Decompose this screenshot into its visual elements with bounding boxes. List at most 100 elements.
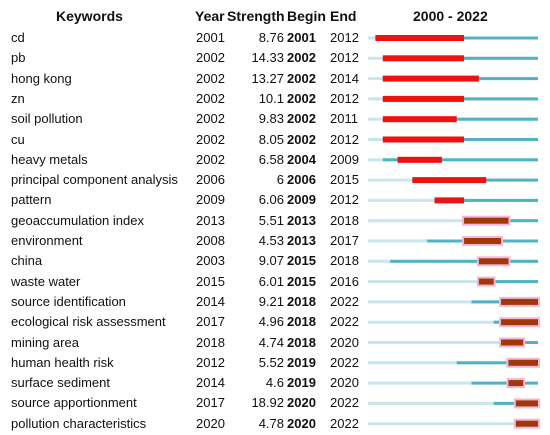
table-row: cd 2001 8.76 2001 2012	[0, 28, 550, 48]
table-row: hong kong 2002 13.27 2002 2014	[0, 69, 550, 89]
timeline-inactive-segment	[368, 401, 538, 405]
table-row: waste water 2015 6.01 2015 2016	[0, 272, 550, 292]
timeline-inactive-segment	[368, 320, 538, 324]
begin-cell: 2018	[287, 293, 316, 309]
begin-cell: 2004	[287, 151, 316, 167]
begin-cell: 2020	[287, 415, 316, 431]
keyword-cell: environment	[11, 233, 83, 248]
strength-cell: 8.76	[258, 30, 284, 45]
begin-cell: 2019	[287, 354, 316, 370]
end-cell: 2015	[330, 172, 359, 188]
strength-cell: 5.51	[258, 212, 284, 228]
timeline-inactive-segment	[368, 341, 538, 344]
burst-bar	[375, 35, 465, 41]
end-cell: 2018	[330, 253, 359, 269]
burst-bar	[382, 136, 465, 143]
burst-bar	[434, 197, 465, 204]
begin-cell: 2002	[287, 90, 316, 106]
keyword-cell: source apportionment	[11, 395, 137, 411]
burst-bar	[412, 177, 487, 184]
strength-cell: 6	[276, 172, 284, 188]
year-cell: 2014	[196, 293, 225, 309]
end-cell: 2012	[330, 192, 359, 208]
table-row: pollution characteristics 2020 4.78 2020 202…	[0, 414, 550, 434]
keyword-cell: soil pollution	[11, 111, 83, 127]
keyword-cell: source identification	[11, 293, 126, 309]
burst-bar	[501, 298, 538, 305]
strength-cell: 13.27	[251, 70, 284, 86]
begin-cell: 2013	[287, 233, 316, 248]
end-cell: 2009	[330, 151, 359, 167]
timeline-active-segment	[390, 259, 538, 263]
year-cell: 2002	[196, 111, 225, 127]
year-cell: 2008	[196, 233, 225, 248]
keyword-cell: human health risk	[11, 354, 114, 370]
strength-cell: 6.58	[258, 151, 284, 167]
year-cell: 2015	[196, 273, 225, 289]
keyword-cell: ecological risk assessment	[11, 314, 166, 330]
end-cell: 2012	[330, 90, 359, 106]
begin-cell: 2018	[287, 314, 316, 330]
begin-cell: 2015	[287, 273, 316, 289]
year-cell: 2018	[196, 334, 225, 350]
timeline-active-segment	[471, 381, 538, 385]
header-timeline: 2000 - 2022	[413, 8, 488, 24]
year-cell: 2002	[196, 90, 225, 106]
keyword-cell: hong kong	[11, 70, 72, 86]
begin-cell: 2009	[287, 192, 316, 208]
year-cell: 2006	[196, 172, 225, 188]
end-cell: 2012	[330, 131, 359, 147]
header-begin: Begin	[287, 8, 326, 24]
begin-cell: 2015	[287, 253, 316, 269]
keyword-cell: geoaccumulation index	[11, 212, 144, 228]
timeline-active-segment	[382, 117, 538, 121]
header-keywords: Keywords	[56, 8, 123, 24]
year-cell: 2014	[196, 375, 225, 391]
table-row: pb 2002 14.33 2002 2012	[0, 48, 550, 68]
header-strength: Strength	[227, 8, 285, 24]
timeline-inactive-segment	[368, 381, 538, 385]
table-row: pattern 2009 6.06 2009 2012	[0, 190, 550, 210]
begin-cell: 2020	[287, 395, 316, 411]
keyword-cell: cd	[11, 30, 25, 45]
burst-bar	[508, 380, 524, 387]
keyword-cell: pattern	[11, 192, 52, 208]
header-end: End	[330, 8, 357, 24]
table-row: cu 2002 8.05 2002 2012	[0, 130, 550, 150]
burst-bar	[464, 238, 502, 244]
burst-bar	[397, 156, 442, 163]
burst-bar	[501, 319, 538, 326]
strength-cell: 4.6	[265, 375, 284, 391]
table-row: mining area 2018 4.74 2018 2020	[0, 333, 550, 353]
keyword-cell: zn	[11, 90, 25, 106]
strength-cell: 4.78	[258, 415, 284, 431]
end-cell: 2017	[330, 233, 359, 248]
keyword-cell: surface sediment	[11, 375, 110, 391]
burst-bar	[478, 258, 509, 265]
strength-cell: 4.53	[258, 233, 284, 248]
keyword-cell: heavy metals	[11, 151, 88, 167]
table-row: china 2003 9.07 2015 2018	[0, 251, 550, 271]
end-cell: 2022	[330, 354, 359, 370]
table-row: soil pollution 2002 9.83 2002 2011	[0, 109, 550, 129]
burst-bar	[382, 75, 479, 82]
begin-cell: 2001	[287, 30, 316, 45]
strength-cell: 4.74	[258, 334, 284, 350]
year-cell: 2017	[196, 314, 225, 330]
begin-cell: 2006	[287, 172, 316, 188]
keyword-cell: mining area	[11, 334, 79, 350]
burst-bar	[382, 55, 465, 62]
begin-cell: 2018	[287, 334, 316, 350]
year-cell: 2001	[196, 30, 225, 45]
table-row: source apportionment 2017 18.92 2020 2022	[0, 393, 550, 413]
burst-bar	[515, 420, 538, 427]
end-cell: 2012	[330, 30, 359, 45]
keyword-cell: cu	[11, 131, 25, 147]
burst-bar	[464, 217, 509, 224]
begin-cell: 2002	[287, 70, 316, 86]
end-cell: 2020	[330, 375, 359, 391]
timeline-inactive-segment	[368, 300, 538, 304]
begin-cell: 2019	[287, 375, 316, 391]
table-row: environment 2008 4.53 2013 2017	[0, 231, 550, 251]
keyword-cell: principal component analysis	[11, 172, 178, 188]
